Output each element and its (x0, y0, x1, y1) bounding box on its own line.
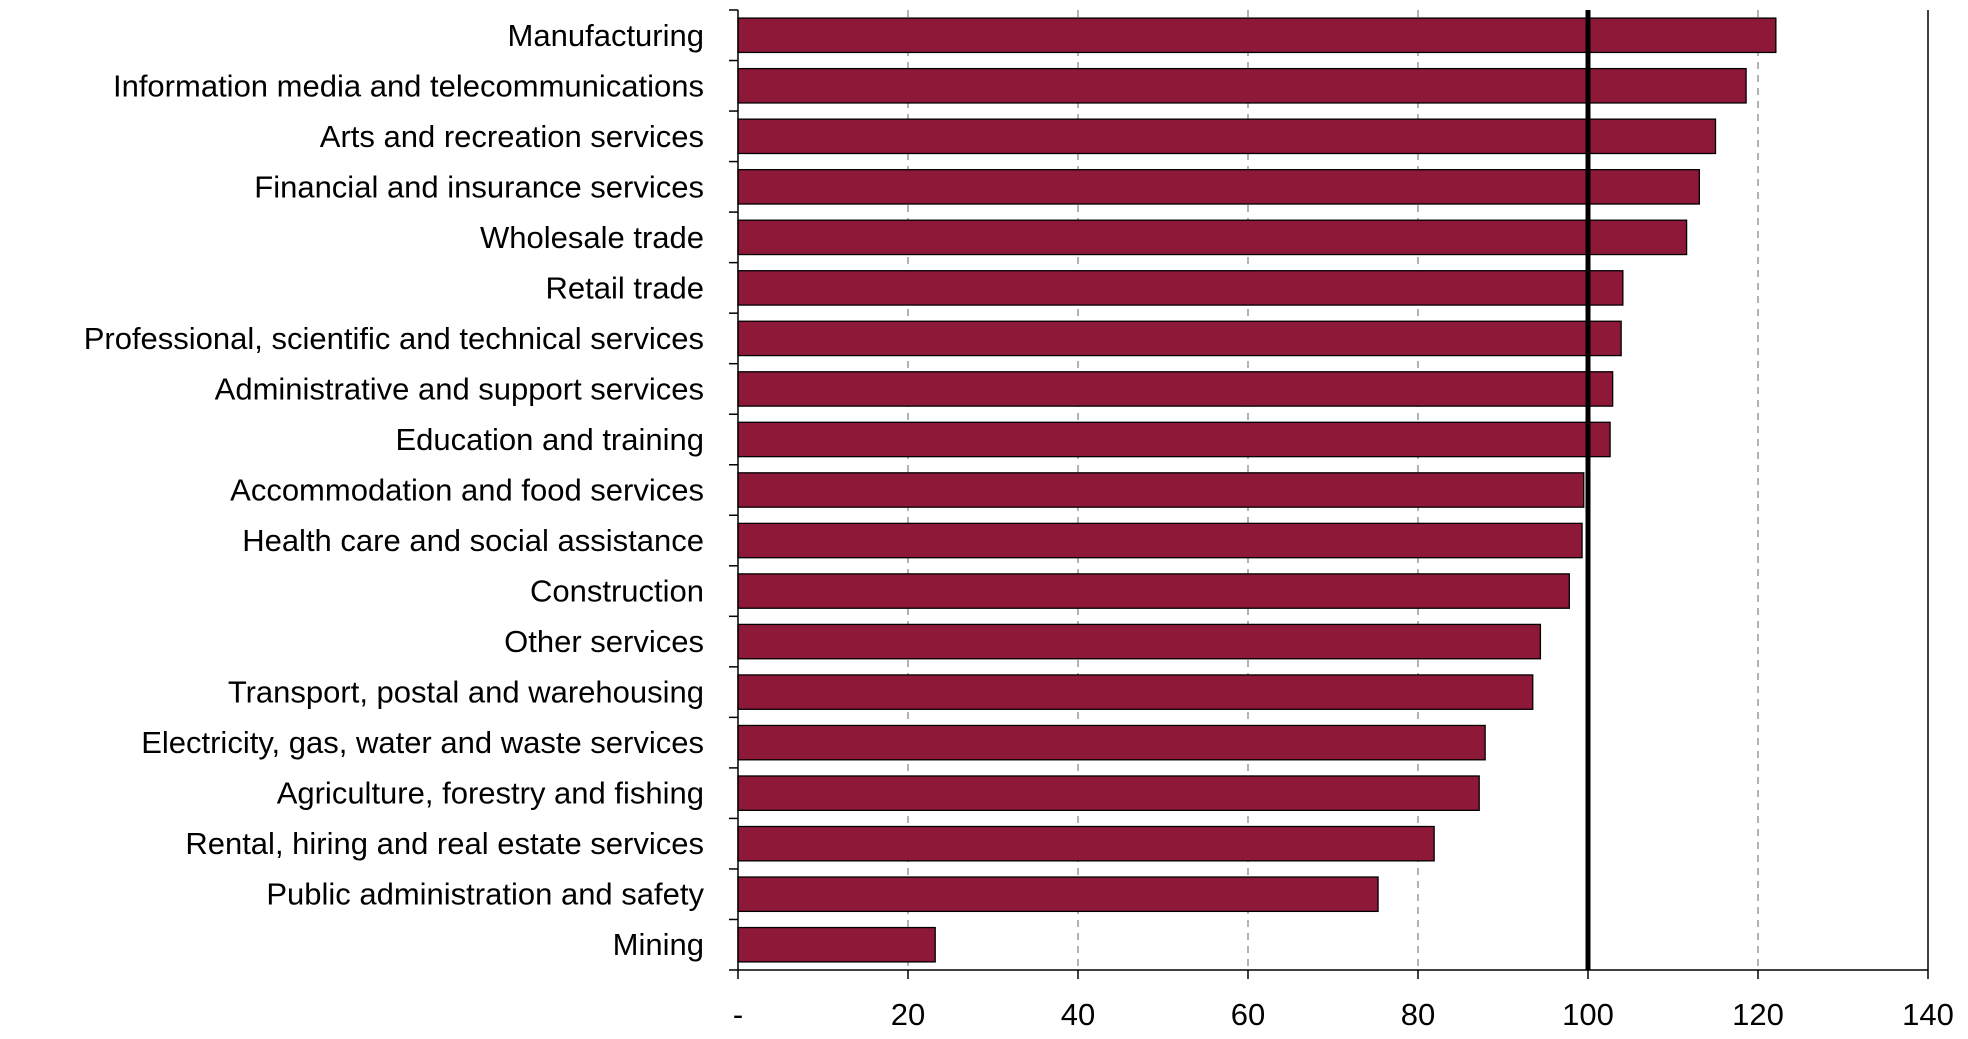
category-label-16: Agriculture, forestry and fishing (277, 776, 704, 811)
bar-14 (737, 674, 1534, 710)
category-label-7: Professional, scientific and technical s… (84, 321, 704, 356)
bars (737, 17, 1777, 963)
category-label-13: Other services (504, 624, 704, 659)
category-label-12: Construction (530, 574, 704, 609)
category-label-15: Electricity, gas, water and waste servic… (141, 725, 704, 760)
category-label-3: Arts and recreation services (320, 119, 704, 154)
bar-2 (737, 67, 1747, 104)
bar-4 (737, 169, 1700, 205)
x-tick-label-80: 80 (1401, 997, 1435, 1032)
x-tick-label-120: 120 (1732, 997, 1784, 1032)
bar-19 (737, 926, 936, 963)
bar-13 (737, 623, 1542, 660)
bar-6 (737, 270, 1624, 306)
category-label-2: Information media and telecommunications (113, 68, 704, 103)
bar-5 (737, 219, 1688, 256)
bar-16 (737, 775, 1480, 811)
category-label-19: Mining (613, 927, 704, 962)
bar-18 (737, 876, 1379, 913)
bar-1 (737, 17, 1777, 54)
bar-9 (737, 421, 1611, 458)
axes (729, 9, 1929, 979)
category-label-1: Manufacturing (508, 18, 704, 53)
x-tick-label-20: 20 (891, 997, 925, 1032)
bar-17 (737, 825, 1435, 862)
category-label-4: Financial and insurance services (254, 169, 704, 204)
bar-12 (737, 573, 1570, 609)
category-label-18: Public administration and safety (266, 877, 704, 912)
x-tick-label-140: 140 (1902, 997, 1954, 1032)
bar-15 (737, 724, 1486, 761)
bar-10 (737, 472, 1585, 508)
category-label-8: Administrative and support services (215, 371, 704, 406)
category-label-10: Accommodation and food services (230, 473, 704, 508)
bar-7 (737, 320, 1622, 357)
bar-11 (737, 522, 1583, 559)
category-label-14: Transport, postal and warehousing (228, 675, 704, 710)
category-label-9: Education and training (395, 422, 704, 457)
x-tick-label-0: - (733, 997, 743, 1032)
x-tick-label-60: 60 (1231, 997, 1265, 1032)
tick-labels: - 20 40 60 80 100 120 140 (733, 997, 1954, 1032)
category-label-5: Wholesale trade (480, 220, 704, 255)
category-label-6: Retail trade (545, 270, 704, 305)
bar-8 (737, 371, 1614, 407)
x-tick-label-100: 100 (1562, 997, 1614, 1032)
category-label-17: Rental, hiring and real estate services (185, 826, 704, 861)
bar-3 (737, 118, 1717, 155)
category-labels: Manufacturing Information media and telec… (84, 18, 705, 962)
category-label-11: Health care and social assistance (242, 523, 704, 558)
x-tick-label-40: 40 (1061, 997, 1095, 1032)
